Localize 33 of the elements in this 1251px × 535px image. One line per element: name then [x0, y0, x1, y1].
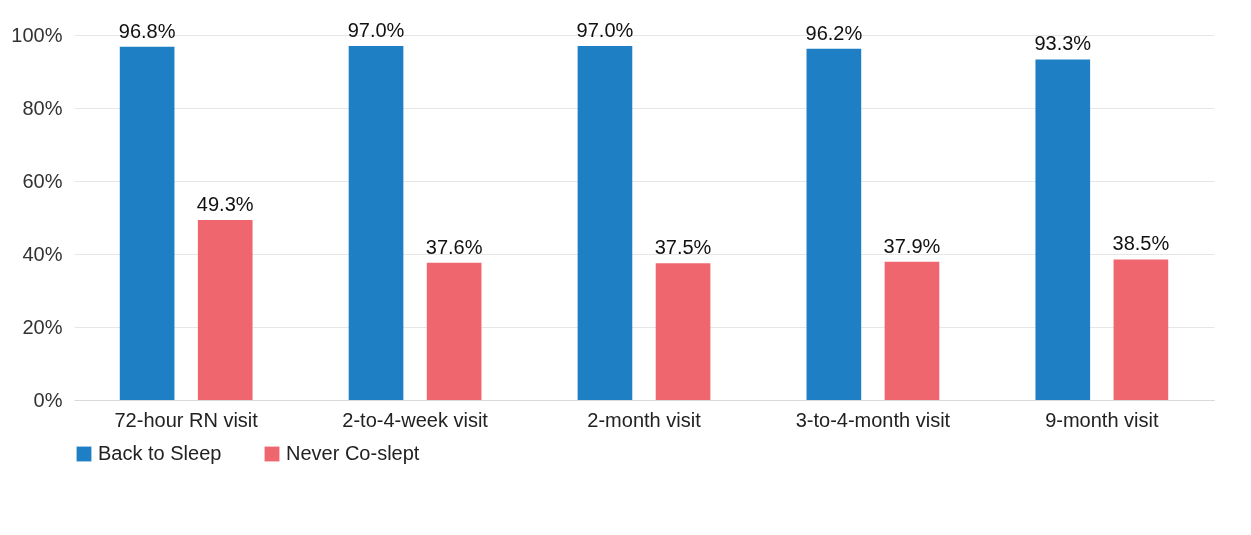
bar	[348, 45, 404, 400]
x-tick-label: 72-hour RN visit	[114, 408, 259, 431]
data-label: 37.9%	[883, 234, 941, 257]
y-tick-label: 20%	[22, 315, 63, 338]
x-tick-label: 2-to-4-week visit	[342, 408, 489, 431]
x-tick-label: 2-month visit	[587, 408, 702, 431]
y-tick-label: 0%	[33, 388, 63, 411]
data-label: 97.0%	[576, 18, 634, 41]
bar	[884, 261, 940, 400]
x-tick-label: 3-to-4-month visit	[795, 408, 951, 431]
bar	[577, 45, 633, 400]
data-label: 38.5%	[1112, 232, 1170, 255]
data-label: 97.0%	[347, 18, 405, 41]
x-tick-label: 9-month visit	[1045, 408, 1159, 431]
bar	[655, 263, 711, 400]
bar	[426, 262, 482, 400]
y-tick-label: 60%	[22, 169, 63, 192]
legend-label: Never Co-slept	[286, 442, 420, 464]
bar	[1113, 259, 1169, 400]
bar	[119, 46, 175, 400]
bar	[1035, 59, 1091, 400]
bar	[806, 48, 862, 400]
y-tick-label: 100%	[11, 23, 63, 46]
data-label: 37.6%	[425, 235, 483, 258]
y-tick-label: 40%	[22, 242, 63, 265]
legend-label: Back to Sleep	[98, 442, 222, 464]
data-label: 96.8%	[118, 19, 176, 42]
bar	[197, 220, 253, 400]
y-tick-label: 80%	[22, 96, 63, 119]
data-label: 37.5%	[654, 236, 712, 259]
data-label: 93.3%	[1034, 32, 1092, 55]
data-label: 96.2%	[805, 21, 863, 44]
data-label: 49.3%	[196, 193, 254, 216]
